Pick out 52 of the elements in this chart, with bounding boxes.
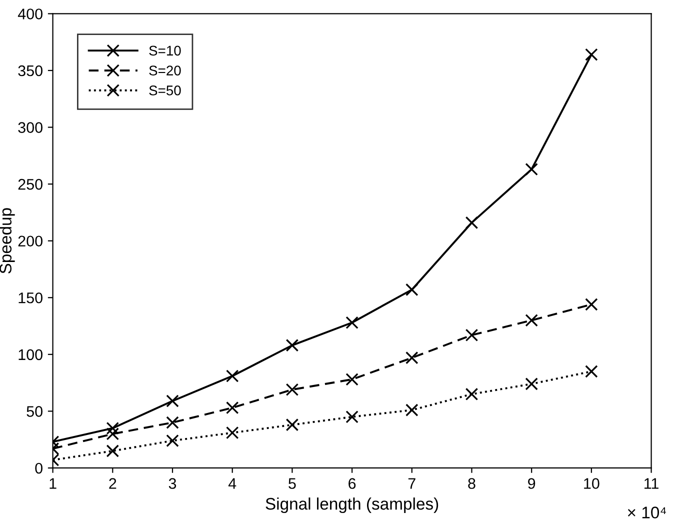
point [286,338,299,352]
point [286,383,299,396]
point [525,162,538,176]
point [585,365,598,378]
x-tick-label: 11 [644,478,658,489]
y-tick-label: 250 [18,178,42,190]
point [106,444,120,458]
y-tick-label: 100 [18,349,42,360]
y-tick-label: 350 [18,65,42,76]
point [226,426,239,440]
point [166,394,179,408]
legend-label: S=20 [149,66,181,76]
point [405,351,418,364]
point [465,328,478,342]
text: × 10⁴ [628,506,666,518]
point [286,418,299,432]
y-tick-label: 0 [35,462,42,474]
point [346,373,358,386]
y-tick-label: 200 [18,236,42,247]
point [346,410,358,424]
point [585,298,598,311]
point [525,378,538,390]
point [405,404,418,416]
y-tick-label: 150 [18,292,42,304]
y-tick-label: 50 [26,406,42,417]
x-tick-label: 3 [168,478,176,489]
point [226,401,239,414]
legend-label: S=10 [149,46,181,56]
point [405,283,418,296]
y-tick-label: 300 [18,122,42,133]
point [166,416,179,429]
x-tick-label: 1 [50,478,56,489]
point [465,216,478,230]
point [525,314,538,327]
y-tick-label: 400 [18,8,42,20]
x-tick-label: 7 [408,478,416,489]
x-tick-label: 5 [288,478,296,489]
x-tick-label: 4 [228,478,236,489]
x-tick-label: 8 [468,478,476,489]
legend-label: S=50 [149,86,181,96]
point [106,422,120,435]
x-tick-label: 9 [528,478,536,489]
point [465,388,478,401]
x-tick-label: 10 [584,478,600,489]
point [346,316,358,329]
x-axis-title: Signal length (samples) [266,497,438,514]
point [585,48,598,61]
point [166,434,179,448]
x-tick-label: 2 [109,478,116,489]
x-tick-label: 6 [348,478,356,489]
point [226,370,239,382]
point [106,428,120,440]
